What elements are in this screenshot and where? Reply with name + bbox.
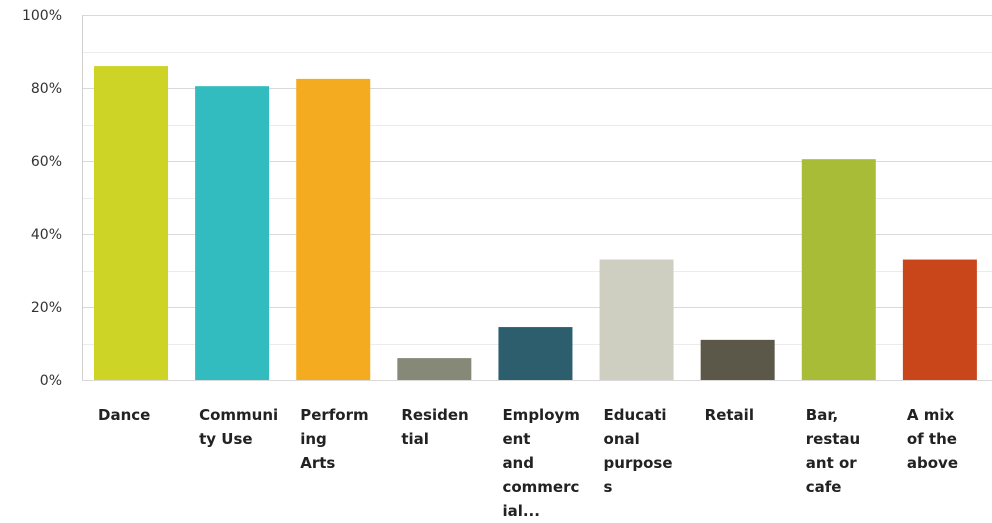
y-tick-label: 40% xyxy=(31,227,62,243)
bar xyxy=(902,259,977,380)
y-axis-ticks: 0% 20% 40% 60% 80% 100% xyxy=(22,8,62,389)
x-tick-label: Perform ing Arts xyxy=(300,406,368,472)
x-tick-label-line: and xyxy=(502,454,534,472)
x-tick-label-line: ent xyxy=(502,430,530,448)
x-tick-label-line: Employm xyxy=(502,406,579,424)
bars xyxy=(94,66,977,381)
x-tick-label-line: ty Use xyxy=(199,430,252,448)
x-tick-label-line: of the xyxy=(907,430,957,448)
x-tick-label: Bar, restau ant or cafe xyxy=(806,406,860,496)
bar xyxy=(599,259,674,380)
x-tick-label-line: Residen xyxy=(401,406,468,424)
x-tick-label-line: A mix xyxy=(907,406,955,424)
x-tick-label-line: ing xyxy=(300,430,327,448)
x-tick-label-line: Bar, xyxy=(806,406,838,424)
bar xyxy=(296,78,371,380)
y-tick-label: 100% xyxy=(22,8,62,24)
x-tick-label-line: above xyxy=(907,454,958,472)
x-tick-label-line: Arts xyxy=(300,454,335,472)
y-tick-label: 80% xyxy=(31,81,62,97)
x-tick-label: Educati onal purpose s xyxy=(604,406,673,496)
bar xyxy=(397,358,472,380)
x-tick-label-line: commerc xyxy=(502,478,579,496)
y-tick-label: 60% xyxy=(31,154,62,170)
x-tick-label: A mix of the above xyxy=(907,406,958,472)
x-tick-label: Communi ty Use xyxy=(199,406,278,448)
x-axis-labels: Dance Communi ty Use Perform ing Arts Residen t… xyxy=(98,406,958,520)
x-tick-label: Retail xyxy=(705,406,754,424)
x-tick-label-line: onal xyxy=(604,430,640,448)
x-tick-label: Dance xyxy=(98,406,150,424)
x-tick-label-line: tial xyxy=(401,430,429,448)
x-tick-label-line: Perform xyxy=(300,406,368,424)
x-tick-label-line: ant or xyxy=(806,454,857,472)
y-tick-label: 20% xyxy=(31,300,62,316)
x-tick-label-line: Retail xyxy=(705,406,754,424)
x-tick-label-line: purpose xyxy=(604,454,673,472)
bar xyxy=(801,159,876,380)
x-tick-label-line: Educati xyxy=(604,406,667,424)
bar xyxy=(94,66,168,380)
x-tick-label-line: ial... xyxy=(502,502,540,520)
x-tick-label: Residen tial xyxy=(401,406,468,448)
bar xyxy=(700,339,775,380)
x-tick-label-line: restau xyxy=(806,430,860,448)
x-tick-label-line: cafe xyxy=(806,478,842,496)
bar xyxy=(195,86,270,381)
x-tick-label-line: s xyxy=(604,478,613,496)
x-tick-label-line: Dance xyxy=(98,406,150,424)
bar xyxy=(498,327,573,380)
x-tick-label-line: Communi xyxy=(199,406,278,424)
y-tick-label: 0% xyxy=(40,373,62,389)
x-tick-label: Employm ent and commerc ial... xyxy=(502,406,579,520)
